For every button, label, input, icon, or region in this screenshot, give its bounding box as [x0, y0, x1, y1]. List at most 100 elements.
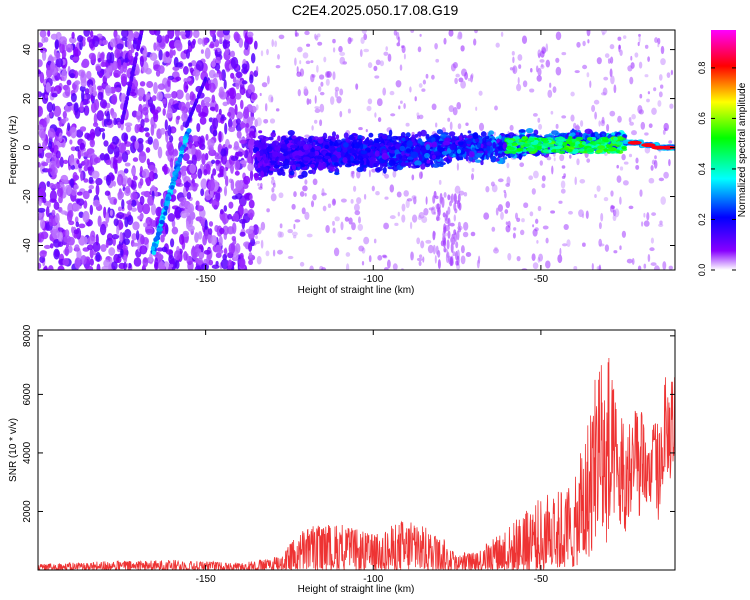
heatmap-cell — [106, 233, 113, 241]
heatmap-cell — [105, 174, 112, 186]
heatmap-cell — [161, 246, 168, 253]
heatmap-cell — [86, 153, 93, 158]
heatmap-cell — [471, 167, 475, 173]
heatmap-cell — [222, 30, 230, 36]
heatmap-cell — [614, 208, 620, 218]
heatmap-cell — [352, 139, 357, 145]
heatmap-cell — [89, 248, 94, 259]
heatmap-cell — [405, 136, 409, 141]
heatmap-cell — [347, 136, 356, 140]
heatmap-cell — [455, 260, 459, 266]
heatmap-cell — [610, 75, 615, 85]
heatmap-cell — [111, 111, 117, 119]
heatmap-cell — [235, 118, 241, 125]
heatmap-cell — [490, 155, 497, 163]
heatmap-cell — [659, 84, 664, 89]
heatmap-cell — [291, 231, 298, 237]
heatmap-cell — [450, 236, 454, 244]
heatmap-cell — [192, 182, 196, 187]
heatmap-cell — [287, 130, 295, 136]
heatmap-cell — [379, 60, 385, 67]
heatmap-cell — [485, 186, 490, 193]
heatmap-cell — [449, 121, 453, 131]
heatmap-cell — [453, 202, 457, 211]
heatmap-cell — [228, 144, 232, 149]
heatmap-cell — [533, 170, 539, 179]
heatmap-cell — [54, 39, 59, 50]
heatmap-cell — [45, 157, 51, 164]
heatmap-cell — [528, 175, 534, 180]
heatmap-cell — [324, 144, 329, 150]
heatmap-cell — [132, 175, 138, 181]
heatmap-cell — [127, 49, 133, 60]
heatmap-cell — [100, 61, 106, 68]
heatmap-cell — [303, 143, 309, 151]
heatmap-cell — [453, 214, 457, 222]
heatmap-cell — [469, 74, 474, 83]
heatmap-cell — [189, 163, 197, 174]
heatmap-cell — [49, 243, 54, 249]
heatmap-cell — [98, 72, 104, 79]
heatmap-cell — [563, 173, 566, 178]
heatmap-cell — [156, 247, 164, 252]
heatmap-cell — [55, 150, 61, 159]
heatmap-cell — [221, 153, 227, 165]
heatmap-cell — [369, 160, 374, 169]
heatmap-cell — [561, 165, 566, 169]
heatmap-cell — [596, 57, 602, 65]
heatmap-cell — [270, 193, 277, 202]
heatmap-cell — [308, 151, 316, 157]
heatmap-cell — [574, 176, 577, 186]
heatmap-cell — [265, 250, 270, 257]
heatmap-cell — [506, 162, 510, 169]
heatmap-cell — [187, 39, 192, 47]
heatmap-cell — [478, 122, 485, 131]
heatmap-cell — [617, 115, 622, 123]
heatmap-cell — [257, 182, 260, 187]
heatmap-cell — [70, 226, 75, 234]
heatmap-cell — [520, 229, 525, 236]
heatmap-cell — [230, 56, 239, 69]
heatmap-cell — [323, 56, 327, 63]
heatmap-cell — [52, 229, 60, 240]
heatmap-cell — [401, 158, 407, 162]
heatmap-cell — [535, 218, 539, 224]
heatmap-cell — [422, 79, 427, 85]
heatmap-cell — [38, 91, 41, 98]
heatmap-cell — [384, 173, 390, 179]
heatmap-cell — [92, 199, 101, 207]
heatmap-cell — [38, 42, 44, 48]
heatmap-cell — [497, 152, 503, 158]
heatmap-cell — [178, 233, 185, 245]
heatmap-cell — [162, 98, 167, 105]
heatmap-cell — [399, 64, 403, 71]
heatmap-cell — [545, 260, 551, 269]
heatmap-cell — [38, 262, 42, 269]
heatmap-cell — [414, 96, 417, 102]
heatmap-cell — [39, 30, 47, 38]
heatmap-cell — [465, 122, 469, 127]
heatmap-cell — [201, 153, 206, 165]
heatmap-cell — [383, 51, 389, 56]
heatmap-cell — [47, 265, 54, 270]
heatmap-cell — [232, 78, 237, 83]
heatmap-cell — [304, 149, 309, 155]
heatmap-cell — [388, 146, 392, 150]
heatmap-cell — [553, 157, 556, 162]
heatmap-cell — [396, 42, 401, 47]
heatmap-cell — [269, 167, 275, 171]
heatmap-cell — [134, 140, 139, 150]
heatmap-cell — [235, 71, 243, 79]
heatmap-cell — [191, 135, 199, 143]
heatmap-cell — [171, 226, 179, 235]
heatmap-cell — [112, 180, 117, 187]
heatmap-cell — [176, 115, 181, 121]
heatmap-cell — [247, 36, 253, 45]
heatmap-cell — [420, 163, 426, 170]
heatmap-cell — [555, 31, 562, 41]
heatmap-cell — [658, 223, 664, 228]
heatmap-cell — [143, 127, 150, 132]
heatmap-cell — [64, 184, 72, 196]
heatmap-cell — [62, 110, 67, 119]
